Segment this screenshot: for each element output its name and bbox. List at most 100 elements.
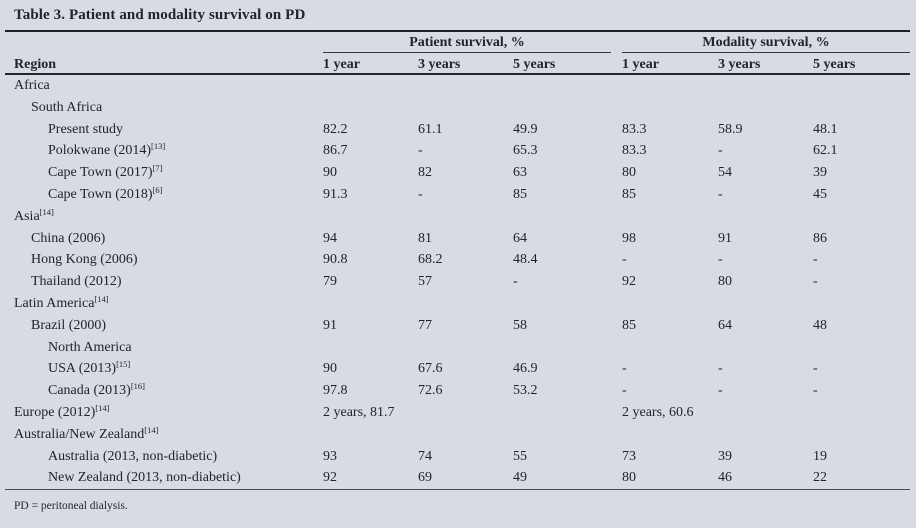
table-row: Cape Town (2017)[7] 90 82 63 80 54 39 xyxy=(0,162,916,184)
cell-value: - xyxy=(718,383,723,399)
row-label-text: Hong Kong (2006) xyxy=(31,252,138,268)
cell-value: - xyxy=(622,361,627,377)
row-label: North America xyxy=(14,337,323,359)
cell-value: 2 years, 60.6 xyxy=(622,404,694,420)
table-row: North America xyxy=(0,337,916,359)
table-row: Canada (2013)[16] 97.8 72.6 53.2- - - xyxy=(0,380,916,402)
row-label-text: USA (2013) xyxy=(48,361,117,377)
cell-value: 54 xyxy=(718,165,732,181)
cell-value: 22 xyxy=(813,470,827,486)
table-row: USA (2013)[15] 90 67.6 46.9- - - xyxy=(0,358,916,380)
row-label: Brazil (2000) xyxy=(14,315,323,337)
column-header-row: Region 1 year 3 years 5 years 1 year 3 y… xyxy=(0,53,916,73)
cell-value: 48 xyxy=(813,317,827,333)
cell-value: 86.7 xyxy=(323,143,348,159)
cell-value: 85 xyxy=(622,317,636,333)
column-header-year: 5 years xyxy=(813,57,856,72)
column-header-year: 5 years xyxy=(513,57,556,72)
cell-value: 85 xyxy=(622,186,636,202)
row-label-text: Cape Town (2017) xyxy=(48,165,153,181)
row-label: Africa xyxy=(14,75,323,97)
table-row: Europe (2012)[14] 2 years, 81.7 2 years, 6… xyxy=(0,402,916,424)
row-label-text: South Africa xyxy=(31,99,103,115)
cell-value: 92 xyxy=(622,274,636,290)
cell-value: - xyxy=(513,274,518,290)
header-rule xyxy=(5,73,910,75)
row-label: Australia (2013, non-diabetic) xyxy=(14,446,323,468)
cell-value: 91.3 xyxy=(323,186,348,202)
cell-value: - xyxy=(418,186,423,202)
cell-value: 92 xyxy=(323,470,337,486)
row-label-text: China (2006) xyxy=(31,230,106,246)
cell-value: 98 xyxy=(622,230,636,246)
cell-value: - xyxy=(813,361,818,377)
cell-value: 65.3 xyxy=(513,143,538,159)
table-row: Present study 82.2 61.1 49.9 83.3 58.9 48.1 xyxy=(0,119,916,141)
cell-value: 79 xyxy=(323,274,337,290)
column-header-year: 1 year xyxy=(323,57,360,72)
row-label-text: Cape Town (2018) xyxy=(48,186,153,202)
row-label: Cape Town (2017)[7] xyxy=(14,162,323,184)
table-row: Australia (2013, non-diabetic) 93 74 55 73 39… xyxy=(0,446,916,468)
row-label: Present study xyxy=(14,119,323,141)
table-row: Australia/New Zealand[14] xyxy=(0,424,916,446)
cell-value: 55 xyxy=(513,448,527,464)
cell-value: - xyxy=(813,383,818,399)
cell-value: 82 xyxy=(418,165,432,181)
cell-value: 80 xyxy=(718,274,732,290)
column-header-region: Region xyxy=(14,57,56,72)
cell-value: - xyxy=(813,274,818,290)
row-label-text: North America xyxy=(48,339,132,355)
cell-value: 90 xyxy=(323,361,337,377)
cell-value: 49.9 xyxy=(513,121,538,137)
reference-superscript: [14] xyxy=(144,424,159,435)
cell-value: 91 xyxy=(323,317,337,333)
table-row: Hong Kong (2006) 90.8 68.2 48.4 - - - xyxy=(0,249,916,271)
column-header-year: 3 years xyxy=(718,57,761,72)
cell-value: 91 xyxy=(718,230,732,246)
row-label: New Zealand (2013, non-diabetic) xyxy=(14,467,323,489)
cell-value: 83.3 xyxy=(622,121,647,137)
row-label-text: Australia/New Zealand xyxy=(14,426,145,442)
cell-value: - xyxy=(718,361,723,377)
cell-value: 39 xyxy=(718,448,732,464)
row-label: Polokwane (2014)[13] xyxy=(14,140,323,162)
cell-value: - xyxy=(813,252,818,268)
cell-value: 93 xyxy=(323,448,337,464)
cell-value: - xyxy=(718,186,723,202)
table-row: Cape Town (2018)[6] 91.3-85 85-45 xyxy=(0,184,916,206)
column-group-header-modality-survival: Modality survival, % xyxy=(622,35,910,53)
table-row: Brazil (2000) 91 77 58 85 64 48 xyxy=(0,315,916,337)
cell-value: 67.6 xyxy=(418,361,443,377)
cell-value: 63 xyxy=(513,165,527,181)
row-label: China (2006) xyxy=(14,228,323,250)
table-row: Polokwane (2014)[13] 86.7-65.3 83.3-62.1 xyxy=(0,140,916,162)
row-label-text: Latin America xyxy=(14,295,95,311)
row-label: South Africa xyxy=(14,97,323,119)
table-body: Africa South Africa Present study 82.2 61.1 4… xyxy=(0,75,916,489)
table-row: South Africa xyxy=(0,97,916,119)
cell-value: 45 xyxy=(813,186,827,202)
cell-value: 58.9 xyxy=(718,121,743,137)
reference-superscript: [13] xyxy=(151,141,166,152)
column-header-year: 1 year xyxy=(622,57,659,72)
table-row: Asia[14] xyxy=(0,206,916,228)
cell-value: 49 xyxy=(513,470,527,486)
row-label-text: Polokwane (2014) xyxy=(48,143,152,159)
cell-value: 48.4 xyxy=(513,252,538,268)
cell-value: 62.1 xyxy=(813,143,838,159)
cell-value: 90 xyxy=(323,165,337,181)
row-label-text: Asia xyxy=(14,208,40,224)
table-row: Latin America[14] xyxy=(0,293,916,315)
row-label-text: New Zealand (2013, non-diabetic) xyxy=(48,470,241,486)
row-label: Hong Kong (2006) xyxy=(14,249,323,271)
cell-value: 83.3 xyxy=(622,143,647,159)
cell-value: 61.1 xyxy=(418,121,443,137)
cell-value: 97.8 xyxy=(323,383,348,399)
cell-value: - xyxy=(622,252,627,268)
column-group-header-patient-survival: Patient survival, % xyxy=(323,35,611,53)
reference-superscript: [15] xyxy=(116,359,131,370)
row-label-text: Europe (2012) xyxy=(14,404,96,420)
row-label: Cape Town (2018)[6] xyxy=(14,184,323,206)
cell-value: 80 xyxy=(622,165,636,181)
